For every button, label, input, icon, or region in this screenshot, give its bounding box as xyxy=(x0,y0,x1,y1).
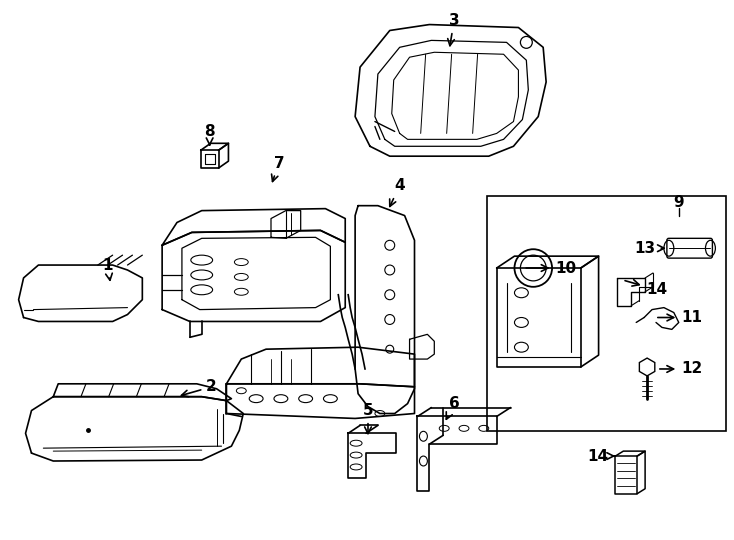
Text: 12: 12 xyxy=(660,361,702,376)
Text: 9: 9 xyxy=(674,195,684,210)
Text: 13: 13 xyxy=(635,241,664,256)
Text: 1: 1 xyxy=(103,258,113,280)
Bar xyxy=(487,196,726,431)
Text: 3: 3 xyxy=(448,13,459,46)
Text: 8: 8 xyxy=(204,124,215,145)
Text: 6: 6 xyxy=(446,396,459,419)
Text: 10: 10 xyxy=(526,260,576,275)
Text: 7: 7 xyxy=(272,156,284,181)
Text: 5: 5 xyxy=(363,403,374,434)
Text: 14: 14 xyxy=(625,280,667,298)
Text: 2: 2 xyxy=(181,379,217,397)
Text: 11: 11 xyxy=(658,310,702,325)
Text: 14: 14 xyxy=(587,449,614,463)
Text: 4: 4 xyxy=(390,178,405,206)
